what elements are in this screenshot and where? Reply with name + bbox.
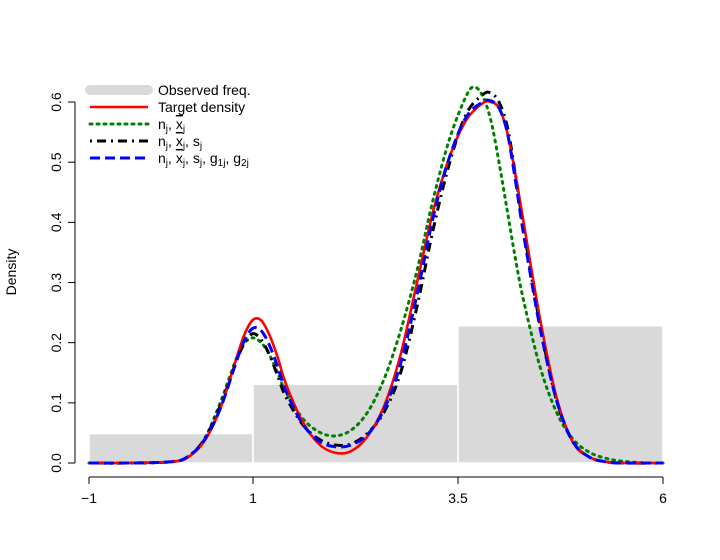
- legend-label-2: nj, xj, sj: [158, 133, 202, 152]
- x-tick-label-0: −1: [81, 490, 97, 506]
- y-tick-label-4: 0.4: [48, 212, 64, 232]
- x-tick-label-3: 6: [659, 490, 667, 506]
- y-tick-label-3: 0.3: [48, 273, 64, 293]
- density-curves: [87, 85, 665, 465]
- y-tick-label-6: 0.6: [48, 92, 64, 112]
- y-tick-label-0: 0.0: [48, 453, 64, 473]
- y-tick-label-1: 0.1: [48, 393, 64, 413]
- series-line-3: [88, 98, 664, 465]
- legend-label-3: nj, xj, sj, g1j, g2j: [158, 150, 249, 169]
- histogram-bar-1: [252, 383, 459, 464]
- y-axis-label: Density: [3, 249, 19, 296]
- histogram-bar-0: [88, 432, 254, 464]
- legend-label-histogram: Observed freq.: [158, 82, 251, 98]
- y-tick-label-2: 0.2: [48, 333, 64, 353]
- x-tick-label-1: 1: [249, 490, 257, 506]
- x-tick-label-2: 3.5: [448, 490, 468, 506]
- axes: Density −1 1 3.5 6 0.0 0.1 0.2 0.3 0.4 0.5 0.6: [3, 92, 667, 506]
- legend-label-0: Target density: [158, 99, 245, 115]
- histogram-bar-2: [457, 325, 664, 464]
- legend-label-1: nj, xj: [158, 116, 185, 135]
- y-tick-label-5: 0.5: [48, 152, 64, 172]
